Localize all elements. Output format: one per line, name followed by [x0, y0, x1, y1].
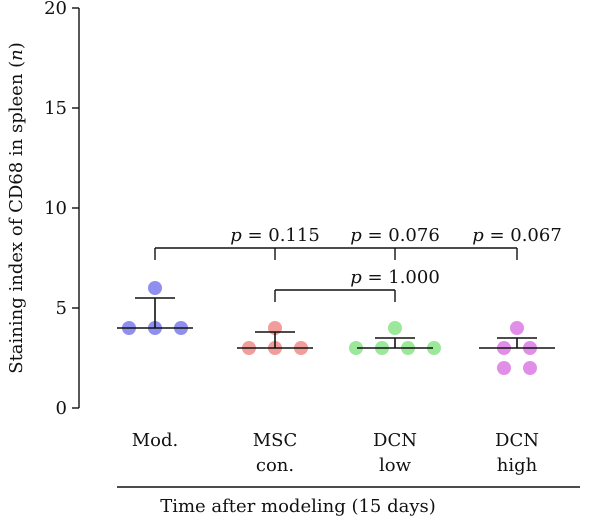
y-tick-label: 20	[44, 0, 67, 19]
data-point	[349, 341, 363, 355]
data-point	[523, 361, 537, 375]
comparison-bracket: p = 0.115 p = 0.076 p = 0.067	[154, 225, 562, 260]
x-category-label: DCN	[373, 430, 417, 451]
data-point	[510, 321, 524, 335]
x-category-label: low	[379, 455, 412, 476]
x-category-label: con.	[256, 455, 294, 476]
x-category-label: MSC	[253, 430, 298, 451]
group-marks	[349, 321, 441, 355]
y-axis: 0 5 10 15 20	[44, 0, 80, 419]
x-category-label: DCN	[495, 430, 539, 451]
data-point	[388, 321, 402, 335]
group-marks	[479, 321, 555, 375]
x-category-label: high	[497, 455, 538, 476]
y-tick-label: 15	[44, 98, 67, 119]
x-axis: Mod. MSC con. DCN low DCN high	[117, 430, 580, 488]
p-value-label: p = 1.000	[350, 267, 440, 288]
p-value-label: p = 0.115	[230, 225, 320, 246]
data-point	[148, 281, 162, 295]
y-tick-label: 0	[56, 398, 67, 419]
data-point	[497, 361, 511, 375]
group-marks	[117, 281, 193, 335]
x-axis-label: Time after modeling (15 days)	[160, 496, 436, 517]
significance-brackets: p = 0.115 p = 0.076 p = 0.067 p = 1.000	[154, 225, 562, 302]
p-value-label: p = 0.076	[350, 225, 440, 246]
group-marks	[237, 321, 313, 355]
y-axis-label: Staining index of CD68 in spleen (n)	[6, 42, 27, 374]
chart-marks	[117, 281, 555, 375]
y-tick-label: 5	[56, 298, 67, 319]
p-value-label: p = 0.067	[472, 225, 562, 246]
y-tick-label: 10	[44, 198, 67, 219]
x-category-label: Mod.	[132, 430, 179, 451]
comparison-bracket: p = 1.000	[274, 267, 440, 302]
data-point	[427, 341, 441, 355]
